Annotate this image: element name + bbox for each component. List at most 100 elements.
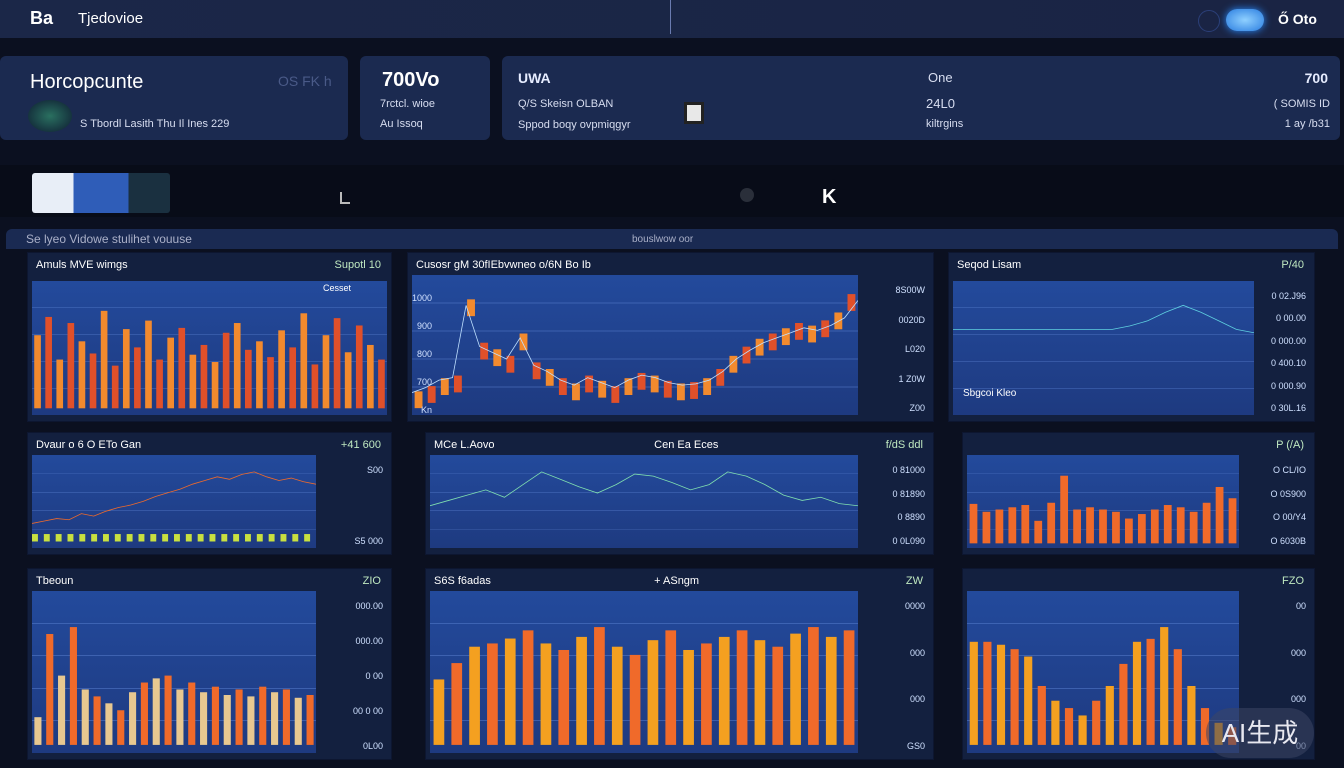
- plot-area: [32, 281, 387, 415]
- bar: [996, 644, 1006, 745]
- bar: [235, 689, 243, 745]
- chart-panel[interactable]: S6S f6adas + ASngm ZW 0000 000 000 GS0: [425, 568, 934, 760]
- bar: [1137, 514, 1146, 544]
- bar: [718, 636, 730, 745]
- bar: [1047, 502, 1056, 544]
- bar: [245, 534, 251, 542]
- bar: [1189, 511, 1198, 544]
- bar: [1073, 509, 1081, 544]
- bar: [1060, 475, 1069, 544]
- bar: [322, 335, 330, 409]
- bar: [156, 359, 163, 409]
- plot-area: [32, 591, 316, 753]
- bar: [1034, 520, 1043, 544]
- y-tick-label: S5 000: [354, 536, 383, 546]
- y-tick-label: O CL/IO: [1272, 465, 1306, 475]
- series-line: [953, 305, 1254, 332]
- bar: [451, 663, 463, 745]
- bar: [292, 534, 299, 542]
- user-menu[interactable]: Ő Oto: [1278, 11, 1317, 27]
- bar: [1051, 700, 1060, 745]
- bar: [176, 689, 184, 745]
- bar: [103, 534, 109, 542]
- chart-panel[interactable]: MCe L.Aovo Cen Ea Eces f/dS ddl 0 81000 0 81…: [425, 432, 934, 555]
- bar: [576, 636, 587, 745]
- crop-icon[interactable]: [340, 192, 350, 204]
- stat-card-2[interactable]: 700Vo 7rctcl. wioe Au Issoq: [360, 56, 490, 140]
- bar: [1200, 708, 1210, 745]
- bar: [1132, 641, 1142, 745]
- bar: [585, 375, 594, 393]
- chart-panel[interactable]: Tbeoun ZIO 000.00 000.00 0 00 00 0 00 0L00: [27, 568, 392, 760]
- bar: [222, 332, 230, 409]
- plot-area: [430, 591, 858, 753]
- status-circle-icon[interactable]: [1198, 10, 1220, 32]
- bar: [150, 534, 157, 542]
- bar: [1176, 507, 1185, 544]
- bar: [487, 643, 498, 745]
- stat-aux: OS FK h: [278, 73, 332, 89]
- chart-panel[interactable]: Dvaur o 6 O ETo Gan +41 600 S00 S5 000: [27, 432, 392, 555]
- chart-title: Cusosr gM 30fIEbvwneo o/6N Bo Ib: [416, 259, 591, 271]
- bar: [736, 630, 748, 745]
- chart-panel[interactable]: Cusosr gM 30fIEbvwneo o/6N Bo Ib 8S00W 002…: [407, 252, 934, 422]
- stat-sub: S Tbordl Lasith Thu Il Ines 229: [80, 118, 230, 130]
- bar: [134, 347, 141, 409]
- bar: [414, 391, 423, 409]
- bar: [89, 353, 97, 409]
- bar: [81, 689, 89, 745]
- bar: [58, 675, 66, 745]
- bar: [1187, 685, 1196, 745]
- chart-panel[interactable]: Seqod Lisam P/40 Sbgcoi Kleo 0 02.J96 0 00.0…: [948, 252, 1315, 422]
- stat-card-3[interactable]: UWA Q/S Skeisn OLBAN Sppod boqy ovpmiqgy…: [502, 56, 1340, 140]
- bar: [1024, 656, 1033, 745]
- y-tick-label: 0 000.90: [1270, 380, 1306, 391]
- bar: [67, 534, 74, 542]
- toggle-button[interactable]: [1226, 9, 1264, 31]
- y-tick-label: 000: [909, 694, 925, 705]
- bar: [145, 320, 152, 409]
- bar: [665, 630, 677, 745]
- bar: [304, 534, 311, 542]
- y-tick-label: 0 0L090: [892, 536, 925, 546]
- document-icon[interactable]: [684, 102, 704, 124]
- bar: [211, 686, 219, 745]
- bar: [300, 313, 308, 409]
- stat-value: UWA: [518, 70, 551, 86]
- series-line: [412, 300, 858, 392]
- bar: [1173, 649, 1182, 745]
- chart-title: Tbeoun: [36, 575, 74, 587]
- bar: [433, 679, 445, 745]
- y-tick-label: 000: [1290, 647, 1306, 658]
- bar: [178, 327, 186, 409]
- bar: [333, 318, 341, 409]
- thumbnail-image[interactable]: [32, 173, 170, 213]
- plot-area: [953, 281, 1254, 415]
- bar: [129, 692, 137, 745]
- y-tick-label: 000.00: [355, 636, 383, 646]
- plot-area: [412, 275, 858, 415]
- bar: [1112, 511, 1120, 544]
- bar: [167, 337, 174, 409]
- bar: [46, 634, 54, 745]
- bar: [983, 641, 992, 745]
- bar: [808, 627, 819, 745]
- chart-panel[interactable]: P (/A) O CL/IO O 0S900 O 00/Y4 O 6030B: [962, 432, 1315, 555]
- y-tick-label: 1000: [411, 293, 432, 303]
- chart-badge: Supotl 10: [334, 259, 381, 271]
- bar: [233, 534, 240, 542]
- bar: [480, 342, 489, 360]
- plot-area: [967, 591, 1239, 753]
- bar: [729, 355, 738, 373]
- stat-card-1[interactable]: Horcopcunte OS FK h S Tbordl Lasith Thu …: [0, 56, 348, 140]
- chart-badge: P (/A): [1276, 439, 1304, 451]
- bar: [200, 692, 208, 745]
- chart-panel[interactable]: Amuls MVE wimgs Supotl 10 Cesset: [27, 252, 392, 422]
- chart-badge: ZIO: [362, 575, 381, 587]
- y-tick-label: 8S00W: [895, 285, 925, 295]
- bar: [1146, 638, 1155, 745]
- y-tick-label: 0 00: [365, 671, 383, 681]
- bar: [1037, 685, 1046, 745]
- bar: [663, 380, 672, 398]
- stat-line: 1 ay /b31: [1284, 118, 1330, 130]
